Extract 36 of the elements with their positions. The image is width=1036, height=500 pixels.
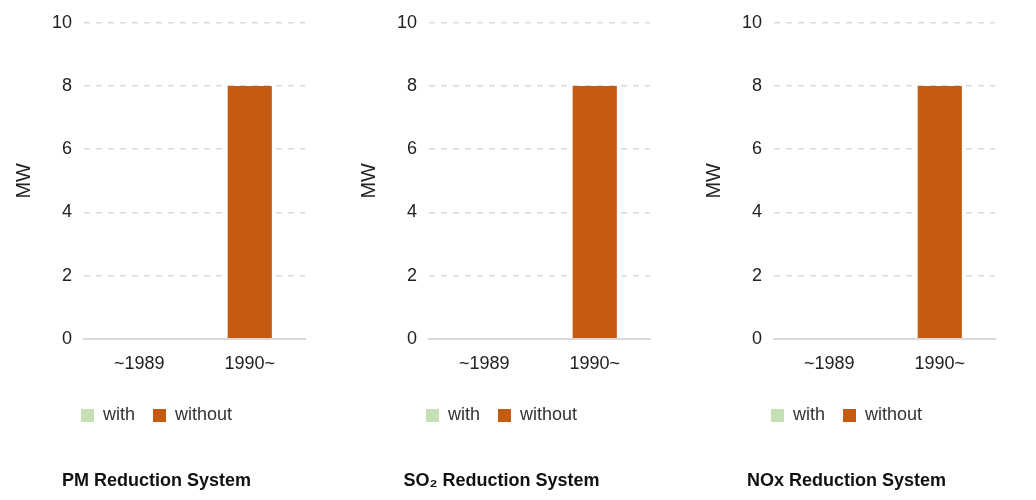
y-axis-title: MW [701, 162, 724, 199]
legend-label: with [446, 404, 480, 425]
legend-label: with [791, 404, 825, 425]
text: NOx Reduction System [746, 470, 947, 491]
y-axis-title: MW [11, 162, 34, 199]
y-tick-label: 2 [407, 264, 418, 285]
y-tick-label: 0 [407, 327, 418, 348]
y-tick-label: 8 [407, 74, 418, 95]
x-tick-label: 1990~ [569, 352, 621, 373]
y-tick-label: 4 [62, 201, 73, 222]
text: SO₂ Reduction System [403, 470, 600, 491]
legend-label: without [863, 404, 923, 425]
y-tick-label: 8 [62, 74, 73, 95]
y-tick-label: 0 [752, 327, 763, 348]
legend-label: without [173, 404, 233, 425]
y-tick-label: 0 [62, 327, 73, 348]
y-tick-label: 6 [62, 138, 73, 159]
x-tick-label: 1990~ [914, 352, 966, 373]
y-axis-title: MW [356, 162, 379, 199]
y-tick-label: 6 [752, 138, 763, 159]
y-tick-label: 2 [62, 264, 73, 285]
x-tick-label: ~1989 [458, 352, 510, 373]
x-tick-label: 1990~ [224, 352, 276, 373]
y-tick-label: 10 [741, 11, 763, 32]
x-tick-label: ~1989 [113, 352, 165, 373]
y-tick-label: 10 [51, 11, 73, 32]
y-tick-label: 4 [752, 201, 763, 222]
x-tick-label: ~1989 [803, 352, 855, 373]
y-tick-label: 4 [407, 201, 418, 222]
y-tick-label: 2 [752, 264, 763, 285]
y-tick-label: 6 [407, 138, 418, 159]
text: PM Reduction System [61, 470, 252, 491]
y-tick-label: 8 [752, 74, 763, 95]
legend-label: with [101, 404, 135, 425]
legend-label: without [518, 404, 578, 425]
y-tick-label: 10 [396, 11, 418, 32]
